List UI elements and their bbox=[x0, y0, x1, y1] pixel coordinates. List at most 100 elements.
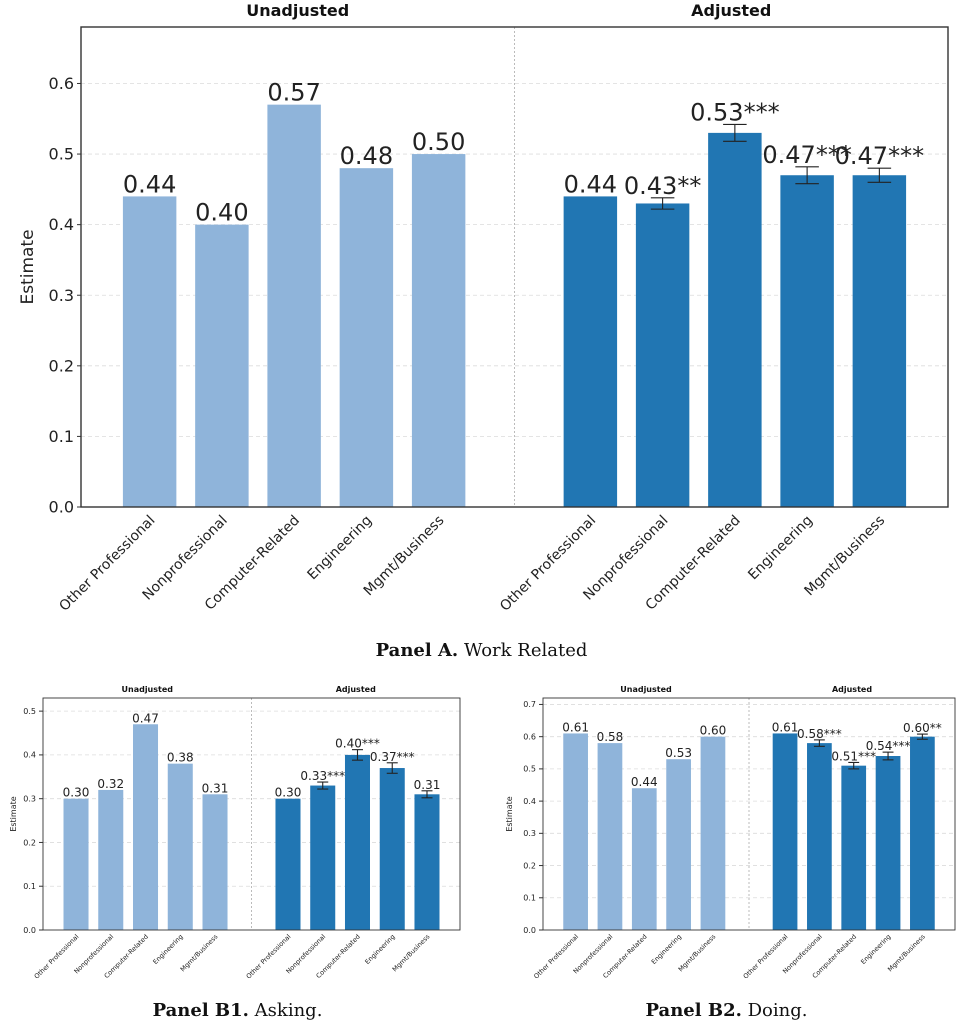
data-label: 0.57 bbox=[267, 79, 320, 107]
unadjusted-bar bbox=[563, 733, 588, 930]
data-label: 0.51*** bbox=[831, 749, 876, 763]
subplot-title: Unadjusted bbox=[122, 685, 174, 694]
adjusted-bar bbox=[414, 794, 440, 930]
y-tick-label: 0.3 bbox=[49, 286, 74, 305]
x-tick-label: Other Professional bbox=[532, 933, 580, 981]
x-tick-label: Other Professional bbox=[497, 513, 599, 615]
adjusted-bar bbox=[344, 754, 370, 930]
adjusted-bar bbox=[310, 785, 336, 930]
caption-text: Work Related bbox=[463, 640, 588, 661]
data-label: 0.31 bbox=[202, 781, 229, 795]
y-tick-label: 0.4 bbox=[523, 797, 536, 806]
x-tick-label: Engineering bbox=[650, 933, 683, 966]
y-tick-label: 0.2 bbox=[23, 838, 36, 847]
y-tick-label: 0.1 bbox=[523, 894, 536, 903]
y-tick-label: 0.4 bbox=[23, 751, 36, 760]
data-label: 0.53 bbox=[665, 746, 692, 760]
y-tick-label: 0.3 bbox=[523, 829, 536, 838]
x-tick-label: Engineering bbox=[151, 933, 184, 966]
x-tick-label: Mgmt/Business bbox=[361, 513, 448, 600]
panel-b2-caption: Panel B2. Doing. bbox=[490, 1000, 963, 1021]
x-tick-label: Engineering bbox=[745, 513, 816, 584]
x-tick-label: Mgmt/Business bbox=[179, 932, 220, 973]
y-tick-label: 0.5 bbox=[23, 707, 36, 716]
caption-label: Panel B2. bbox=[645, 1000, 742, 1021]
y-tick-label: 0.1 bbox=[49, 427, 74, 446]
adjusted-bar bbox=[379, 768, 405, 930]
plot-frame bbox=[42, 697, 461, 931]
caption-label: Panel B1. bbox=[152, 1000, 249, 1021]
data-label: 0.50 bbox=[412, 128, 465, 156]
x-tick-label: Other Professional bbox=[742, 933, 790, 981]
adjusted-bar bbox=[772, 733, 798, 930]
data-label: 0.47*** bbox=[762, 141, 851, 169]
unadjusted-bar bbox=[195, 224, 249, 507]
adjusted-bar bbox=[780, 175, 834, 507]
data-label: 0.61 bbox=[562, 720, 589, 734]
data-label: 0.37*** bbox=[370, 750, 415, 764]
adjusted-bar bbox=[841, 765, 867, 930]
data-label: 0.40*** bbox=[335, 737, 380, 751]
y-tick-label: 0.5 bbox=[49, 145, 74, 164]
data-label: 0.43** bbox=[624, 172, 701, 200]
y-axis-label: Estimate bbox=[18, 229, 38, 304]
data-label: 0.61 bbox=[772, 720, 799, 734]
adjusted-bar bbox=[875, 756, 901, 930]
data-label: 0.60 bbox=[700, 724, 727, 738]
y-axis-label: Estimate bbox=[9, 796, 18, 831]
data-label: 0.38 bbox=[167, 751, 194, 765]
data-label: 0.44 bbox=[123, 170, 176, 198]
data-label: 0.47*** bbox=[835, 142, 924, 170]
x-tick-label: Engineering bbox=[859, 933, 892, 966]
caption-label: Panel A. bbox=[375, 640, 459, 661]
unadjusted-bar bbox=[597, 743, 623, 930]
y-tick-label: 0.2 bbox=[523, 861, 536, 870]
adjusted-bar bbox=[807, 743, 832, 930]
data-label: 0.47 bbox=[132, 711, 159, 725]
data-label: 0.32 bbox=[97, 777, 124, 791]
adjusted-bar bbox=[563, 196, 618, 508]
data-label: 0.33*** bbox=[300, 769, 345, 783]
x-tick-label: Mgmt/Business bbox=[802, 513, 889, 600]
y-tick-label: 0.4 bbox=[49, 215, 74, 234]
x-tick-label: Other Professional bbox=[33, 933, 81, 981]
data-label: 0.44 bbox=[631, 775, 658, 789]
subplot-title: Adjusted bbox=[691, 1, 771, 20]
adjusted-bar bbox=[708, 132, 762, 507]
x-tick-label: Other Professional bbox=[245, 933, 293, 981]
caption-text: Doing. bbox=[747, 1000, 808, 1021]
subplot-title: Unadjusted bbox=[620, 685, 672, 694]
y-tick-label: 0.0 bbox=[523, 926, 536, 935]
y-tick-label: 0.5 bbox=[523, 765, 536, 774]
adjusted-bar bbox=[275, 798, 301, 930]
y-tick-label: 0.1 bbox=[23, 882, 36, 891]
x-tick-label: Other Professional bbox=[56, 513, 158, 615]
data-label: 0.44 bbox=[564, 170, 617, 198]
y-tick-label: 0.7 bbox=[523, 700, 536, 709]
unadjusted-bar bbox=[98, 789, 124, 930]
panel-b1-caption: Panel B1. Asking. bbox=[0, 1000, 475, 1021]
y-axis-label: Estimate bbox=[505, 796, 514, 831]
caption-text: Asking. bbox=[254, 1000, 323, 1021]
y-tick-label: 0.3 bbox=[23, 794, 36, 803]
data-label: 0.58 bbox=[597, 730, 624, 744]
data-label: 0.30 bbox=[63, 786, 90, 800]
unadjusted-bar bbox=[267, 104, 321, 507]
adjusted-bar bbox=[910, 736, 935, 930]
x-tick-label: Engineering bbox=[305, 513, 376, 584]
unadjusted-bar bbox=[631, 788, 657, 930]
plot-frame bbox=[80, 26, 949, 508]
unadjusted-bar bbox=[411, 154, 466, 507]
data-label: 0.40 bbox=[195, 199, 248, 227]
unadjusted-bar bbox=[63, 798, 89, 930]
unadjusted-bar bbox=[202, 794, 228, 930]
subplot-title: Unadjusted bbox=[246, 1, 349, 20]
data-label: 0.30 bbox=[275, 786, 302, 800]
data-label: 0.53*** bbox=[690, 98, 779, 126]
subplot-title: Adjusted bbox=[832, 685, 872, 694]
adjusted-bar bbox=[635, 203, 690, 507]
y-tick-label: 0.2 bbox=[49, 356, 74, 375]
unadjusted-bar bbox=[133, 724, 159, 930]
